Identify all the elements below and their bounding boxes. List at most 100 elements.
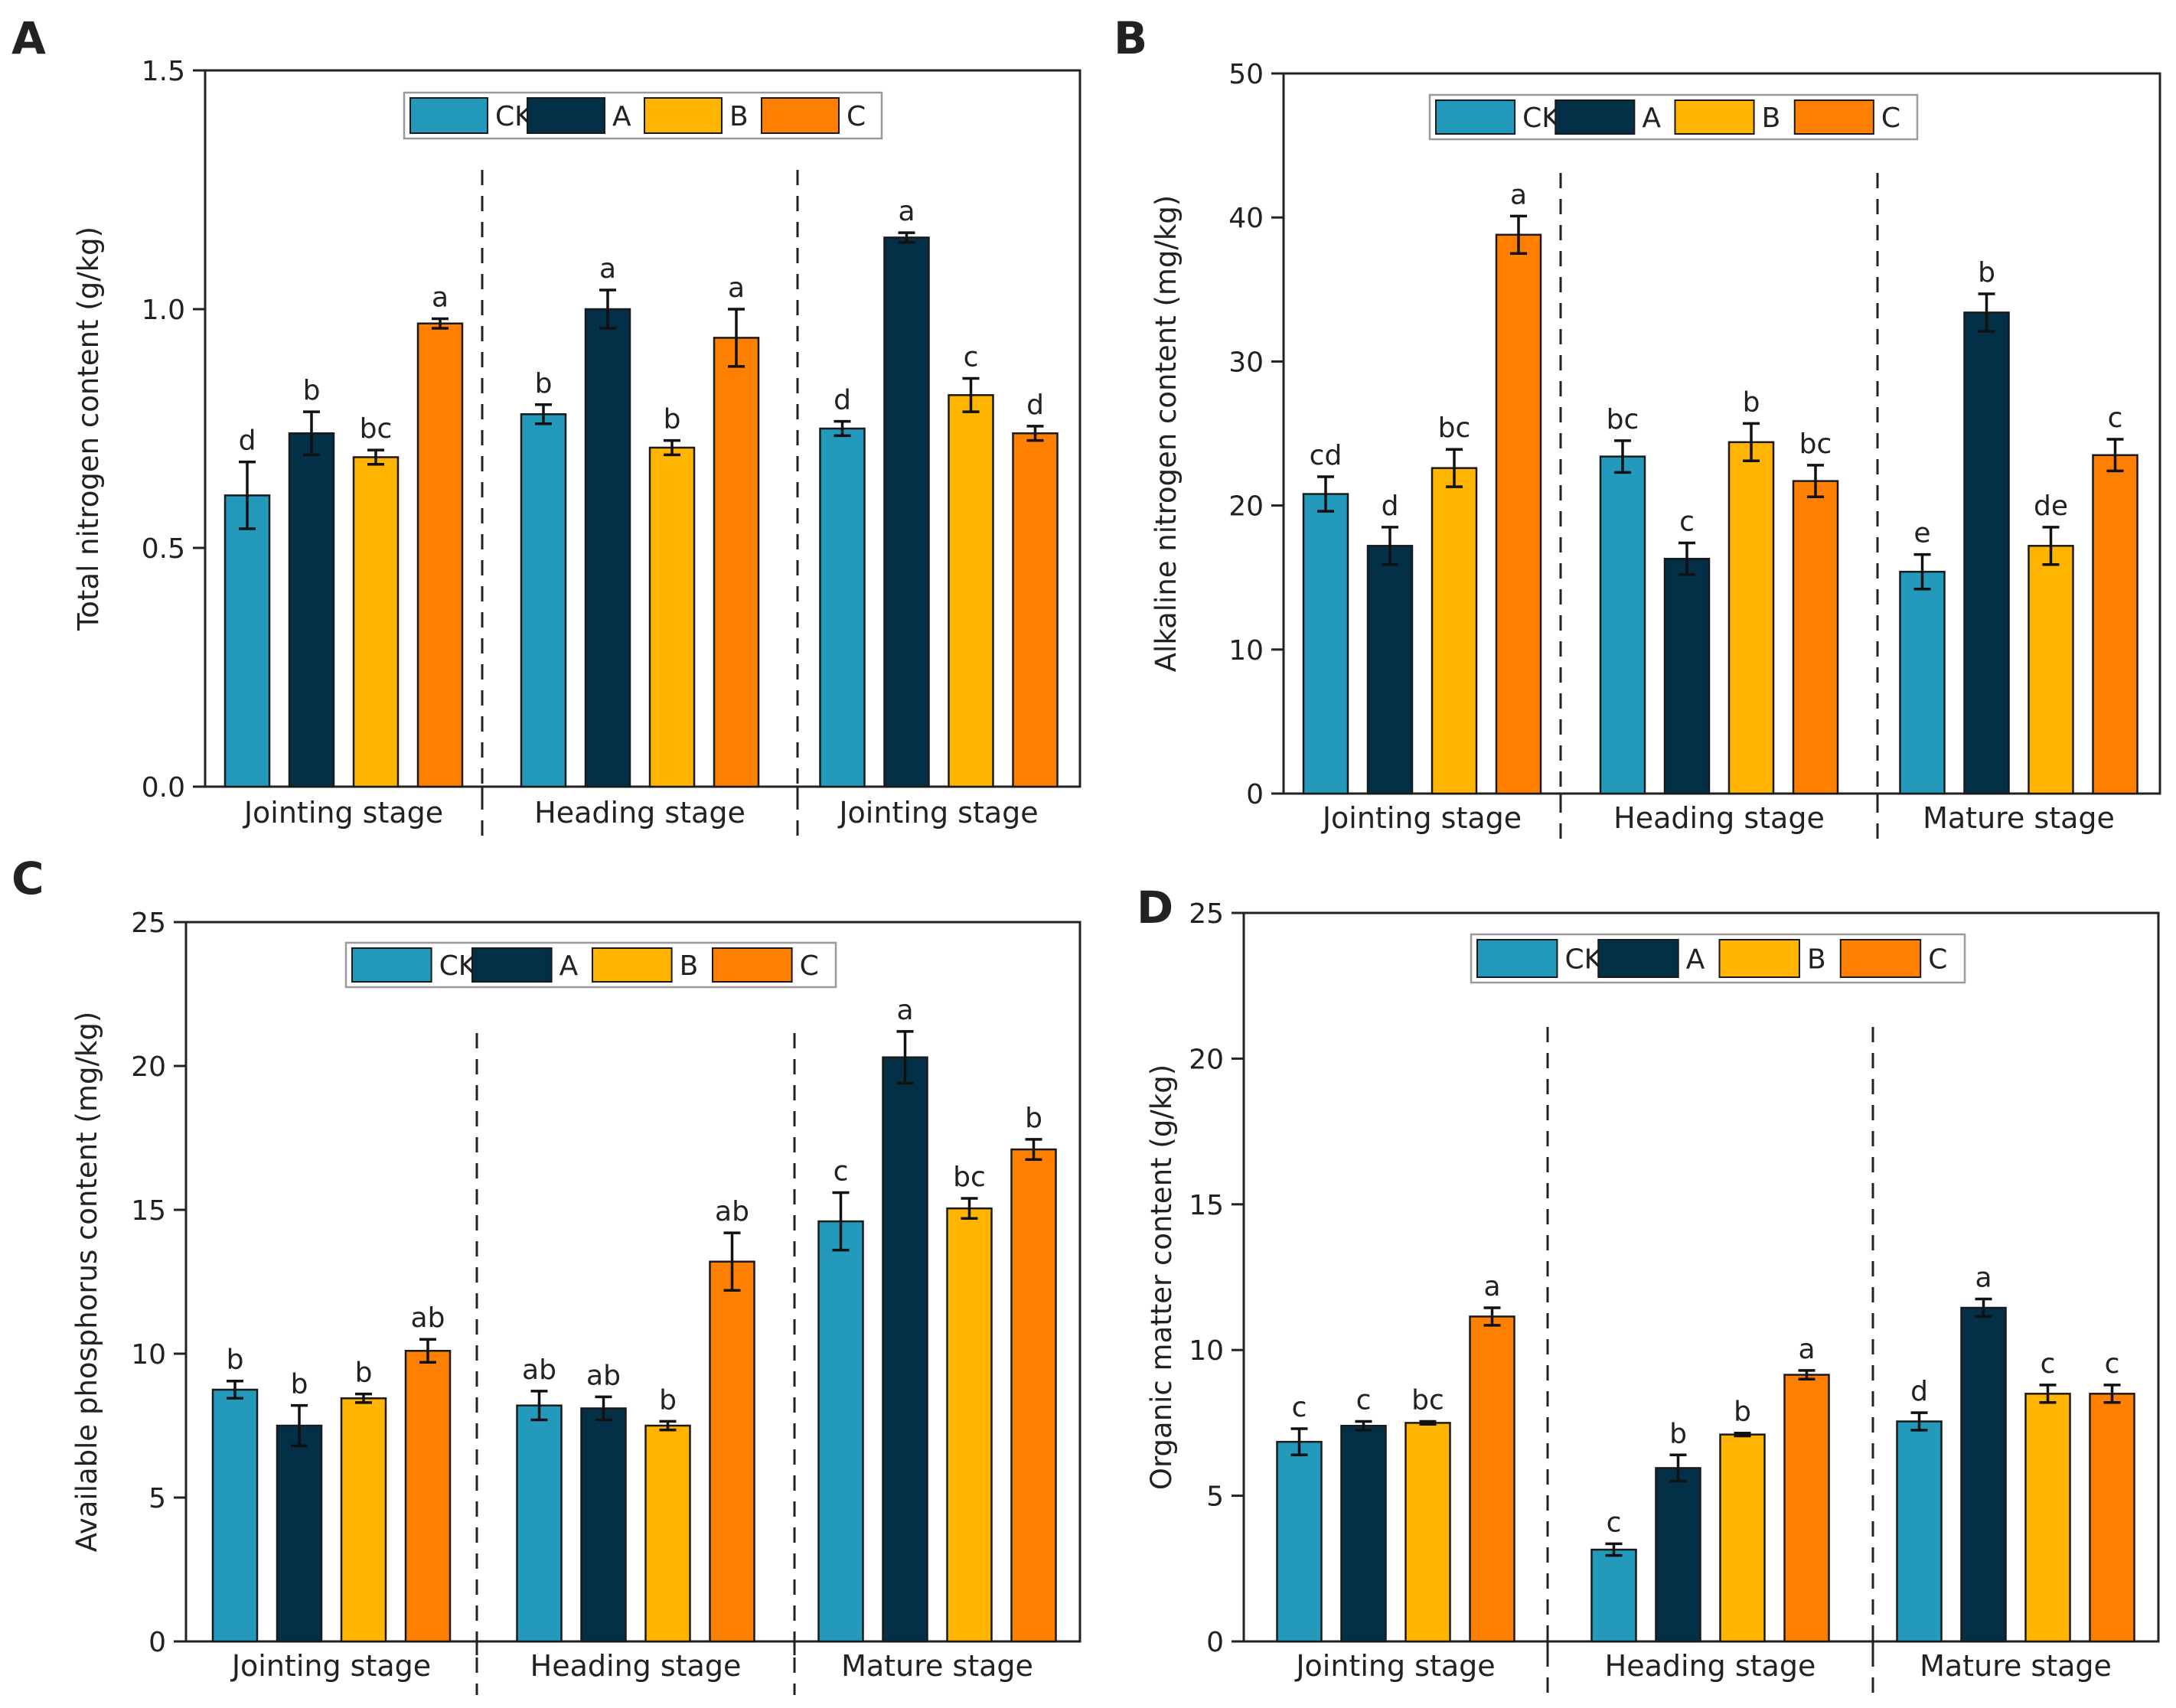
bar-ck-1 <box>1276 1440 1323 1643</box>
significance-letter: c <box>2108 403 2123 434</box>
bar-b-2 <box>648 446 696 788</box>
bar-c-2 <box>1783 1374 1830 1643</box>
x-group-label: Jointing stage <box>1321 801 1522 835</box>
legend-swatch-b <box>1674 99 1755 135</box>
plot-frame <box>1282 72 2161 795</box>
bar-ck-2 <box>1590 1548 1637 1643</box>
legend-label: B <box>680 950 699 982</box>
significance-letter: c <box>1679 507 1695 538</box>
y-tick-label: 10 <box>1228 635 1264 667</box>
x-group-label: Jointing stage <box>243 796 443 830</box>
legend-label: A <box>1642 103 1661 134</box>
legend-swatch-b <box>1718 939 1800 978</box>
legend-label: B <box>1807 944 1826 976</box>
x-group-label: Jointing stage <box>230 1649 431 1683</box>
significance-letter: d <box>239 425 256 457</box>
bar-a-3 <box>1963 311 2010 795</box>
legend-swatch-c <box>1839 939 1922 978</box>
x-group-label: Heading stage <box>1605 1649 1816 1683</box>
legend-swatch-a <box>471 947 553 983</box>
bar-b-1 <box>340 1397 387 1643</box>
bar-b-1 <box>352 456 400 788</box>
y-axis-label: Total nitrogen content (g/kg) <box>72 227 105 631</box>
significance-letter: a <box>1975 1263 1992 1294</box>
legend-label: C <box>1881 103 1900 134</box>
legend-label: A <box>612 101 631 132</box>
bar-ck-3 <box>819 427 866 788</box>
panel-b: B 0 10 20 30 40 50 Alkaline nitrogen content (m… <box>1114 12 2161 849</box>
x-group-label: Mature stage <box>841 1649 1033 1683</box>
y-tick-label: 10 <box>131 1339 166 1371</box>
legend-swatch-ck <box>1435 99 1516 135</box>
significance-letter: bc <box>360 413 393 445</box>
plot-frame <box>184 921 1081 1643</box>
bar-c-3 <box>2092 454 2138 795</box>
significance-letter: b <box>535 368 553 399</box>
legend-label: A <box>1686 944 1705 976</box>
legend-swatch-c <box>761 97 840 134</box>
y-tick-label: 0.0 <box>142 772 185 803</box>
bar-a-3 <box>883 236 930 788</box>
significance-letter: ab <box>715 1196 749 1227</box>
legend-label: A <box>559 950 579 982</box>
significance-letter: bc <box>953 1162 986 1193</box>
plot-frame <box>204 69 1081 788</box>
bar-b-3 <box>946 1207 993 1643</box>
legend-swatch-c <box>1793 99 1874 135</box>
bar-b-1 <box>1431 467 1478 795</box>
y-tick-label: 0 <box>1206 1627 1224 1658</box>
y-tick-label: 40 <box>1228 203 1264 234</box>
significance-letter: b <box>227 1345 244 1376</box>
significance-letter: bc <box>1438 412 1471 444</box>
bar-a-2 <box>1663 557 1711 795</box>
x-group-label: Mature stage <box>1920 1649 2112 1683</box>
x-group-label: Mature stage <box>1923 801 2115 835</box>
y-tick-label: 15 <box>1189 1190 1224 1221</box>
significance-letter: bc <box>1607 404 1639 435</box>
y-tick-label: 10 <box>1189 1335 1224 1367</box>
significance-letter: c <box>1607 1507 1622 1538</box>
y-axis-label: Available phosphorus content (mg/kg) <box>70 1012 103 1553</box>
significance-letter: b <box>659 1384 677 1416</box>
panel-label: D <box>1137 882 1173 934</box>
legend-swatch-ck <box>351 947 432 983</box>
panel-d: D 0 5 10 15 20 25 Organic matter content (g/kg)… <box>1137 882 2160 1695</box>
y-tick-label: 20 <box>1189 1044 1224 1075</box>
bar-a-1 <box>276 1424 323 1643</box>
bar-b-1 <box>1404 1422 1451 1643</box>
bar-a-2 <box>1655 1467 1701 1643</box>
significance-letter: d <box>1026 390 1044 421</box>
y-tick-label: 5 <box>148 1483 166 1514</box>
y-tick-label: 20 <box>131 1051 166 1083</box>
significance-letter: a <box>1483 1271 1500 1302</box>
significance-letter: c <box>1356 1384 1372 1416</box>
significance-letter: a <box>1798 1334 1815 1365</box>
x-group-label: Heading stage <box>1613 801 1825 835</box>
x-group-label: Heading stage <box>534 796 745 830</box>
bar-c-1 <box>1495 233 1542 795</box>
panel-c: C 0 5 10 15 20 25 Available phosphorus content … <box>11 852 1081 1695</box>
y-tick-label: 30 <box>1228 347 1264 378</box>
bar-a-3 <box>1960 1306 2007 1643</box>
significance-letter: b <box>1669 1418 1687 1449</box>
significance-letter: b <box>1743 386 1760 418</box>
significance-letter: ab <box>411 1302 445 1334</box>
y-tick-label: 1.0 <box>142 295 185 326</box>
bar-c-1 <box>404 1349 452 1643</box>
significance-letter: d <box>834 385 851 416</box>
y-tick-label: 15 <box>131 1195 166 1227</box>
bar-ck-2 <box>516 1404 563 1643</box>
significance-letter: d <box>1382 491 1399 522</box>
bar-ck-1 <box>1302 493 1349 795</box>
y-tick-label: 0.5 <box>142 533 185 565</box>
bar-ck-2 <box>1599 455 1646 795</box>
legend-label: B <box>1762 103 1781 134</box>
significance-letter: ab <box>522 1354 556 1386</box>
panel-label: B <box>1114 12 1147 64</box>
bar-c-2 <box>709 1260 755 1643</box>
bar-b-3 <box>2024 1393 2071 1643</box>
legend-swatch-c <box>712 947 793 983</box>
bar-ck-1 <box>211 1388 259 1643</box>
legend-label: CK <box>1564 944 1603 976</box>
bar-c-1 <box>1469 1315 1515 1643</box>
